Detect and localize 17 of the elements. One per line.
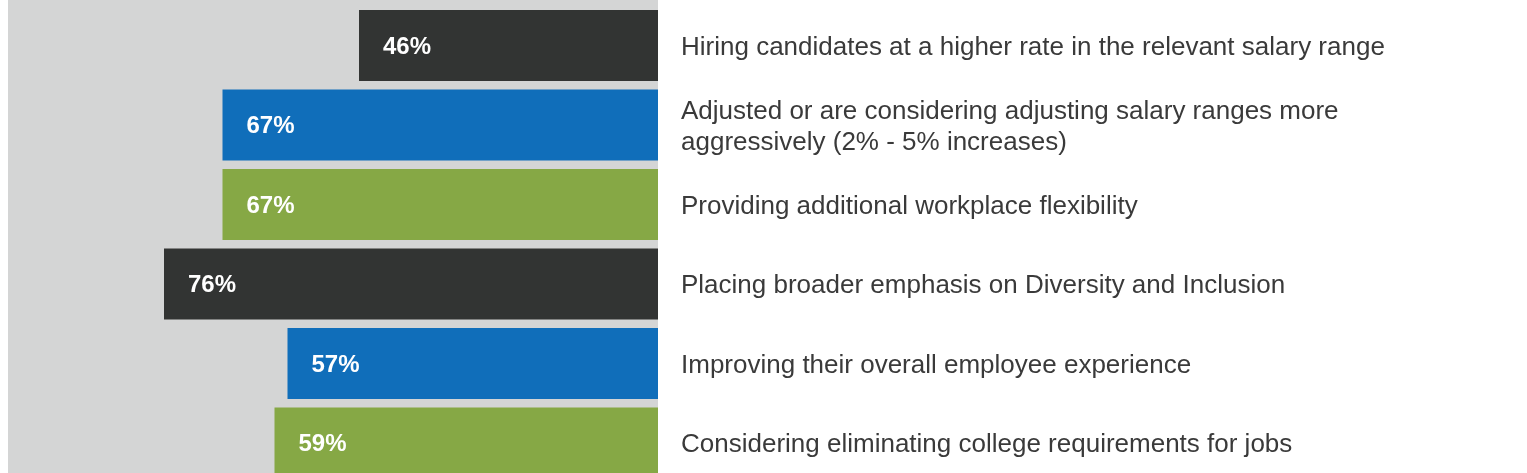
y-tick-label: Hiring candidates at a higher rate in the relevant salary range [681,30,1385,61]
y-tick-label: Placing broader emphasis on Diversity and Inclusion [681,269,1286,300]
bar [164,248,658,320]
data-label: 59% [298,429,347,457]
y-tick-label: Improving their overall employee experience [681,348,1192,379]
y-tick-label: Adjusted or are considering adjusting salary ranges more aggressively (2% - 5% increases) [681,94,1339,156]
y-tick-label: Providing additional workplace flexibility [681,189,1138,220]
bar [222,169,658,240]
data-label: 67% [246,111,295,139]
bar [222,89,658,161]
data-label: 46% [383,31,432,59]
data-label: 76% [188,270,237,298]
bar [287,328,658,399]
bar [359,10,658,81]
data-label: 67% [246,190,295,218]
data-label: 57% [311,349,360,377]
y-tick-label: Considering eliminating college requirements for jobs [681,428,1293,459]
